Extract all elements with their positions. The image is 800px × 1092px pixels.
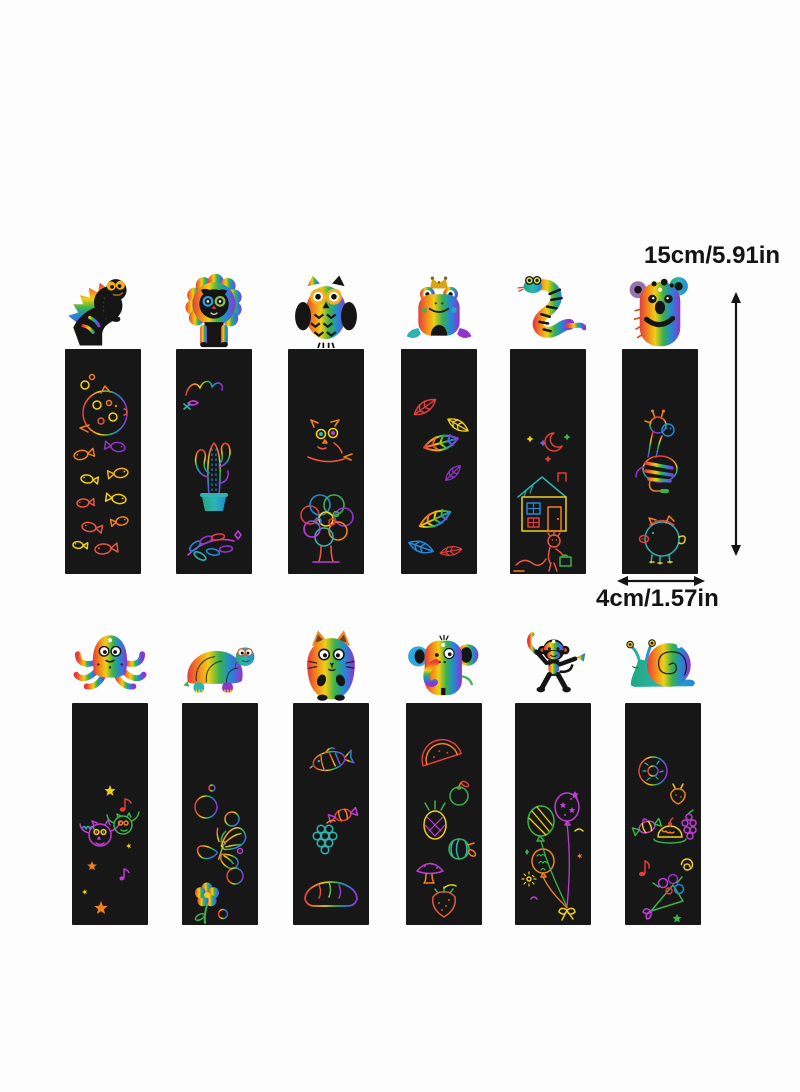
snake-icon — [510, 269, 586, 353]
turtle-icon — [182, 623, 258, 707]
koala-icon — [622, 269, 698, 353]
monkey-icon — [515, 623, 591, 707]
scratch-panel — [65, 349, 141, 574]
bookmark-snake — [510, 269, 586, 574]
bookmark-owl — [288, 269, 364, 574]
bookmark-monkey — [515, 623, 591, 925]
scratch-panel — [401, 349, 477, 574]
owl-icon — [288, 269, 364, 353]
height-arrow — [731, 292, 741, 556]
scratch-panel — [182, 703, 258, 925]
height-dimension-label: 15cm/5.91in — [644, 242, 781, 269]
lion-icon — [176, 269, 252, 353]
bookmark-koala — [622, 269, 698, 574]
scratch-panel — [625, 703, 701, 925]
elephant-icon — [406, 623, 482, 707]
octopus-icon — [72, 623, 148, 707]
snail-icon — [625, 623, 701, 707]
bookmark-elephant — [406, 623, 482, 925]
scratch-panel — [176, 349, 252, 574]
scratch-panel — [406, 703, 482, 925]
scratch-panel — [288, 349, 364, 574]
bookmark-frog — [401, 269, 477, 574]
scratch-panel — [72, 703, 148, 925]
bookmark-turtle — [182, 623, 258, 925]
width-arrow — [617, 576, 705, 586]
bookmark-hamster — [293, 623, 369, 925]
scratch-panel — [293, 703, 369, 925]
bookmark-dinosaur — [65, 269, 141, 574]
frog-icon — [401, 269, 477, 353]
bookmark-lion — [176, 269, 252, 574]
width-dimension-label: 4cm/1.57in — [596, 585, 719, 612]
scratch-panel — [515, 703, 591, 925]
hamster-icon — [293, 623, 369, 707]
scratch-panel — [510, 349, 586, 574]
bookmark-snail — [625, 623, 701, 925]
scratch-panel — [622, 349, 698, 574]
dinosaur-icon — [65, 269, 141, 353]
bookmark-octopus — [72, 623, 148, 925]
